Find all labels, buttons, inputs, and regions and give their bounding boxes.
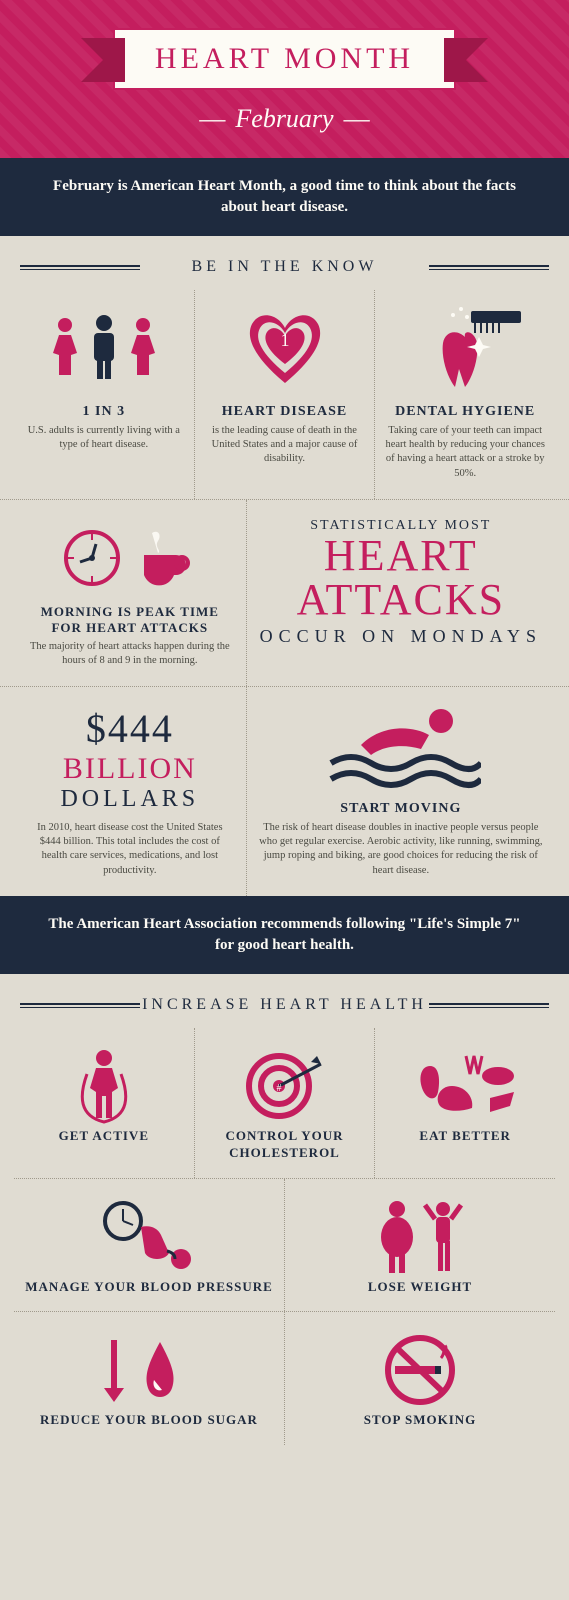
hh-lose-weight: LOSE WEIGHT — [285, 1179, 555, 1312]
cost-amount: $444 — [26, 705, 234, 752]
moving-card: START MOVING The risk of heart disease d… — [247, 687, 555, 896]
cost-moving-row: $444 BILLION DOLLARS In 2010, heart dise… — [0, 686, 569, 896]
people-icon — [24, 298, 184, 398]
heart-health-grid: GET ACTIVE # CONTROL YOUR CHOLESTEROL EA… — [0, 1028, 569, 1470]
cost-body: In 2010, heart disease cost the United S… — [26, 821, 234, 878]
card-title: 1 IN 3 — [24, 404, 184, 420]
hh-stop-smoking: STOP SMOKING — [285, 1312, 555, 1445]
know-row: 1 IN 3 U.S. adults is currently living w… — [0, 290, 569, 499]
monday-line2: HEART — [259, 534, 543, 578]
monday-card: STATISTICALLY MOST HEART ATTACKS OCCUR O… — [247, 500, 555, 686]
cost-card: $444 BILLION DOLLARS In 2010, heart dise… — [14, 687, 247, 896]
title-ribbon: HEART MONTH — [113, 28, 456, 90]
hh-label: LOSE WEIGHT — [293, 1279, 547, 1296]
target-icon: # — [203, 1044, 367, 1128]
clock-icon — [62, 528, 122, 588]
strip2: The American Heart Association recommend… — [0, 896, 569, 974]
hh-label: REDUCE YOUR BLOOD SUGAR — [22, 1412, 276, 1429]
hh-blood-sugar: REDUCE YOUR BLOOD SUGAR — [14, 1312, 285, 1445]
hh-eat-better: EAT BETTER — [375, 1028, 555, 1178]
hh-label: MANAGE YOUR BLOOD PRESSURE — [22, 1279, 276, 1296]
svg-text:#: # — [276, 1083, 281, 1094]
cost-billion: BILLION — [26, 752, 234, 786]
monday-line4: OCCUR ON MONDAYS — [259, 626, 543, 647]
heart-icon: 1 — [205, 298, 365, 398]
card-1in3: 1 IN 3 U.S. adults is currently living w… — [14, 290, 195, 499]
hh-label: CONTROL YOUR CHOLESTEROL — [203, 1128, 367, 1162]
tooth-brush-icon — [385, 298, 545, 398]
morning-card: MORNING IS PEAK TIME FOR HEART ATTACKS T… — [14, 500, 247, 686]
card-dental: DENTAL HYGIENE Taking care of your teeth… — [375, 290, 555, 499]
card-body: U.S. adults is currently living with a t… — [24, 424, 184, 452]
no-smoking-icon — [293, 1328, 547, 1412]
card-body: Taking care of your teeth can impact hea… — [385, 424, 545, 481]
moving-title: START MOVING — [259, 801, 543, 817]
hh-label: GET ACTIVE — [22, 1128, 186, 1145]
hh-label: EAT BETTER — [383, 1128, 547, 1145]
hh-get-active: GET ACTIVE — [14, 1028, 195, 1178]
hh-label: STOP SMOKING — [293, 1412, 547, 1429]
moving-body: The risk of heart disease doubles in ina… — [259, 821, 543, 878]
morning-body: The majority of heart attacks happen dur… — [26, 640, 234, 668]
hh-cholesterol: # CONTROL YOUR CHOLESTEROL — [195, 1028, 376, 1178]
header-banner: HEART MONTH February — [0, 0, 569, 158]
blood-drop-icon — [22, 1328, 276, 1412]
svg-text:1: 1 — [280, 330, 289, 350]
subtitle: February — [0, 104, 569, 134]
card-title: DENTAL HYGIENE — [385, 404, 545, 420]
card-title: HEART DISEASE — [205, 404, 365, 420]
section2-title: INCREASE HEART HEALTH — [0, 974, 569, 1028]
intro-strip: February is American Heart Month, a good… — [0, 158, 569, 236]
card-body: is the leading cause of death in the Uni… — [205, 424, 365, 467]
jumprope-icon — [22, 1044, 186, 1128]
morning-title: MORNING IS PEAK TIME FOR HEART ATTACKS — [26, 604, 234, 636]
card-heart-disease: 1 HEART DISEASE is the leading cause of … — [195, 290, 376, 499]
cost-dollars: DOLLARS — [26, 786, 234, 813]
swimmer-icon — [321, 705, 481, 791]
coffee-icon — [132, 525, 198, 591]
hh-blood-pressure: MANAGE YOUR BLOOD PRESSURE — [14, 1179, 285, 1312]
bp-cuff-icon — [22, 1195, 276, 1279]
food-icon — [383, 1044, 547, 1128]
main-title: HEART MONTH — [155, 42, 414, 76]
monday-line3: ATTACKS — [259, 578, 543, 622]
weight-icon — [293, 1195, 547, 1279]
section1-title: BE IN THE KNOW — [0, 236, 569, 290]
morning-monday-row: MORNING IS PEAK TIME FOR HEART ATTACKS T… — [0, 499, 569, 686]
